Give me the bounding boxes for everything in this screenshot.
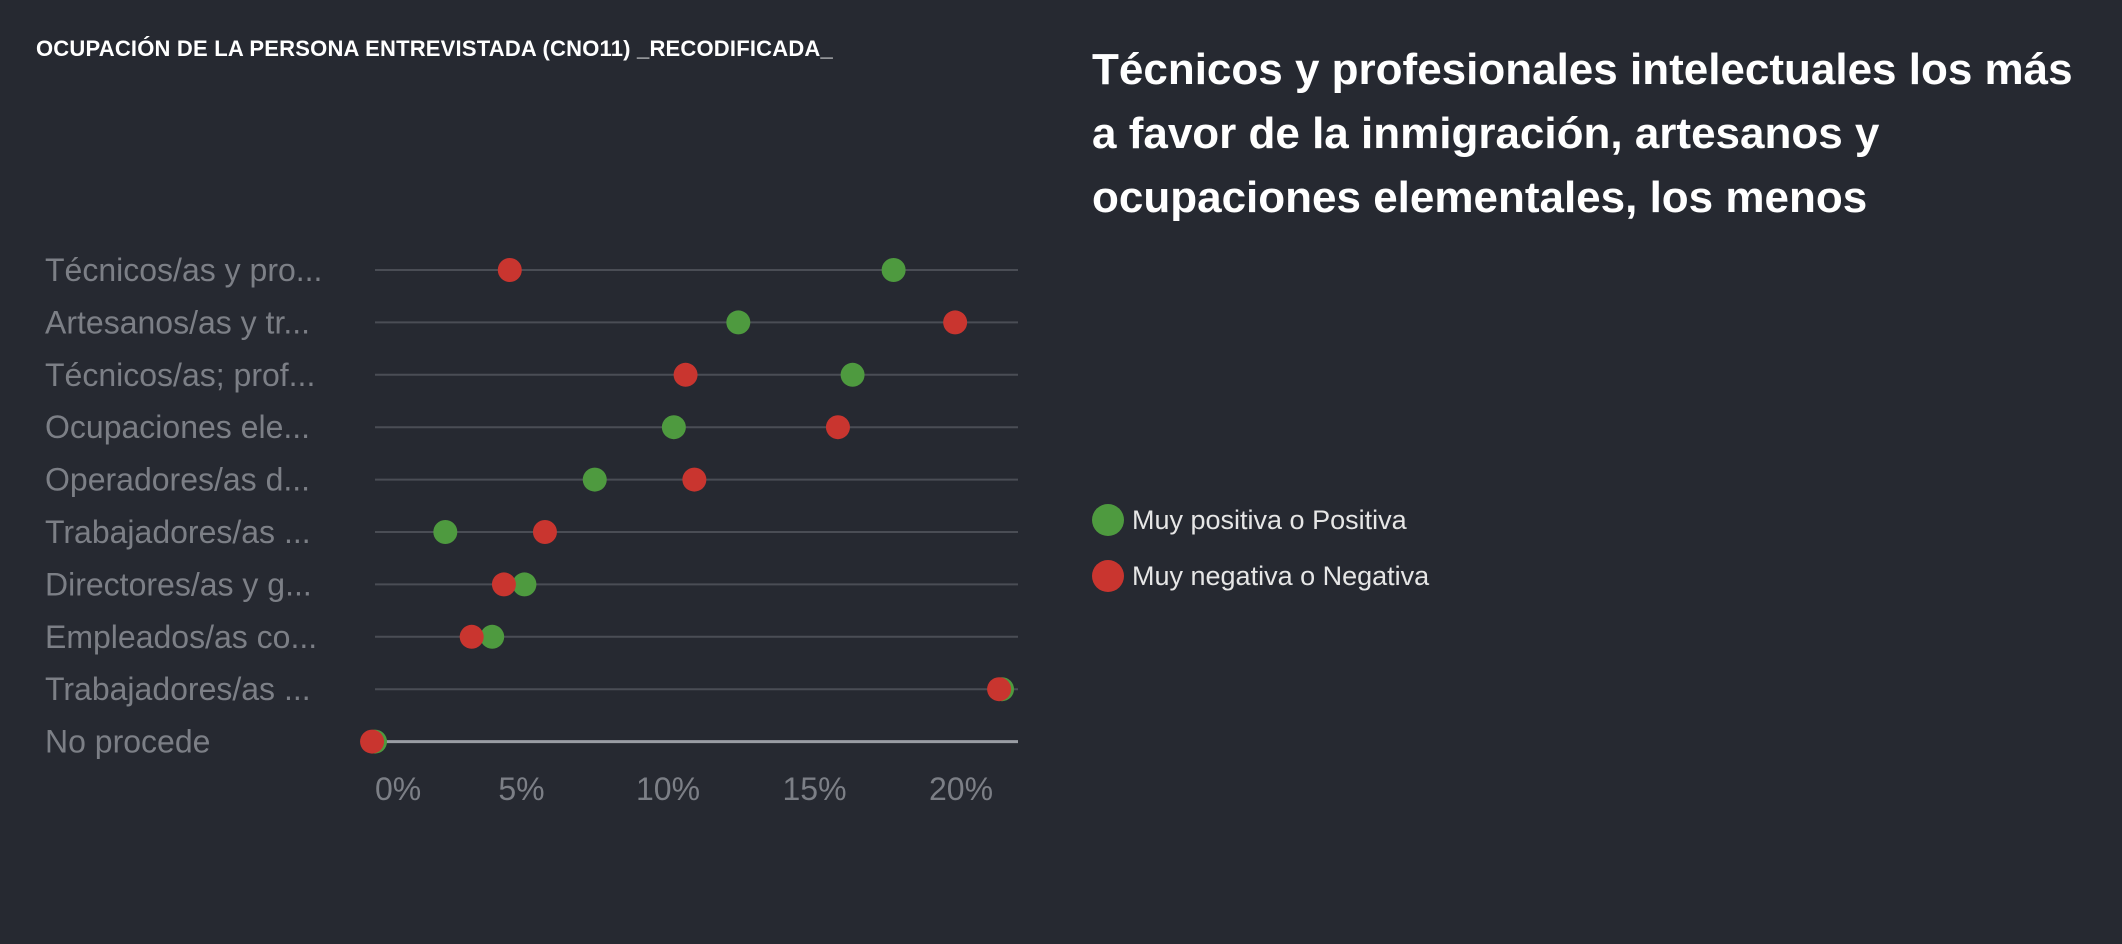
dot-positive xyxy=(661,415,686,440)
dot-positive xyxy=(726,310,751,335)
headline: Técnicos y profesionales intelectuales l… xyxy=(1092,45,2073,222)
dot-negative xyxy=(532,520,557,544)
dot-negative xyxy=(491,572,516,597)
dot-negative xyxy=(360,729,385,754)
legend-item-negative[interactable]: Muy negativa o Negativa xyxy=(1092,548,1429,604)
x-tick-label: 10% xyxy=(636,771,700,807)
category-label: No procede xyxy=(45,724,210,760)
legend-swatch-positive xyxy=(1092,504,1124,536)
x-tick-label: 20% xyxy=(929,771,993,807)
dot-positive xyxy=(512,572,537,597)
x-tick-label: 0% xyxy=(375,771,421,807)
dot-negative xyxy=(825,415,850,440)
x-tick-label: 15% xyxy=(782,771,846,807)
x-tick-label: 5% xyxy=(498,771,544,807)
dot-positive xyxy=(480,624,505,649)
dot-negative xyxy=(459,624,484,649)
dot-positive xyxy=(433,520,458,544)
dot-negative xyxy=(943,310,968,335)
legend-swatch-negative xyxy=(1092,560,1124,592)
category-label: Trabajadores/as ... xyxy=(45,671,311,707)
dot-positive xyxy=(881,258,906,282)
category-label: Técnicos/as; prof... xyxy=(45,357,315,393)
legend-label-negative: Muy negativa o Negativa xyxy=(1132,560,1430,591)
dot-negative xyxy=(497,258,522,282)
dot-negative xyxy=(682,467,707,492)
legend: Muy positiva o Positiva Muy negativa o N… xyxy=(1092,492,1429,604)
category-label: Ocupaciones ele... xyxy=(45,409,310,445)
dot-positive xyxy=(582,467,607,492)
category-label: Técnicos/as y pro... xyxy=(45,252,322,288)
dot-negative xyxy=(673,362,698,387)
chart-title: OCUPACIÓN DE LA PERSONA ENTREVISTADA (CN… xyxy=(36,36,833,61)
legend-label-positive: Muy positiva o Positiva xyxy=(1132,504,1407,535)
dot-negative xyxy=(987,677,1012,702)
category-label: Trabajadores/as ... xyxy=(45,514,311,550)
dot-positive xyxy=(840,362,865,387)
category-label: Empleados/as co... xyxy=(45,619,317,655)
legend-item-positive[interactable]: Muy positiva o Positiva xyxy=(1092,492,1429,548)
category-label: Directores/as y g... xyxy=(45,566,312,602)
category-label: Artesanos/as y tr... xyxy=(45,304,310,340)
dot-plot-chart: Técnicos/as y pro... Artesanos/as y tr...… xyxy=(45,252,1018,807)
category-label: Operadores/as d... xyxy=(45,462,310,498)
